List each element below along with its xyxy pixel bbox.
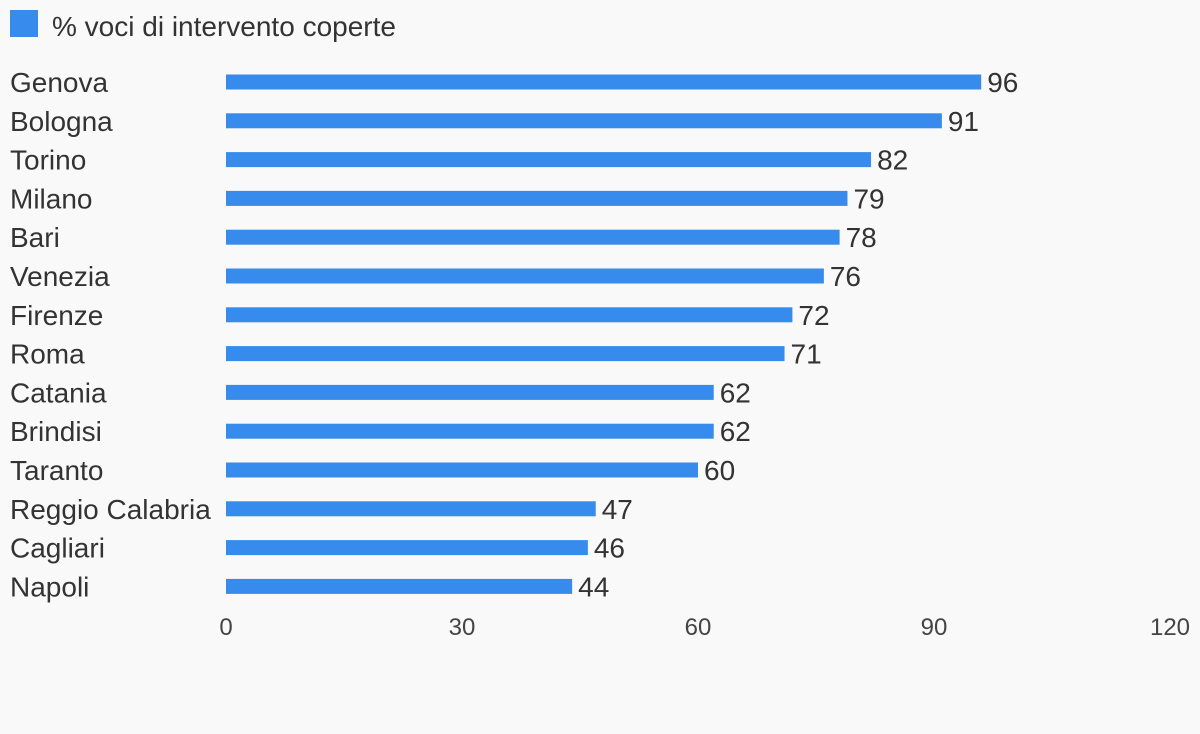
legend-label: % voci di intervento coperte [52, 11, 396, 42]
bar [226, 462, 698, 478]
bar [226, 384, 714, 400]
value-label: 46 [594, 533, 625, 564]
value-label: 82 [877, 145, 908, 176]
x-tick-label: 90 [921, 614, 948, 641]
value-label: 60 [704, 455, 735, 486]
category-labels: Genova Bologna Torino Milano Bari Venezia Fire… [10, 67, 211, 602]
value-label: 78 [846, 222, 877, 253]
category-label: Taranto [10, 455, 103, 486]
category-label: Venezia [10, 261, 110, 292]
x-tick-label: 60 [685, 614, 712, 641]
legend-swatch [10, 10, 38, 37]
bar [226, 540, 588, 556]
bar [226, 346, 785, 362]
value-label: 47 [602, 494, 633, 525]
category-label: Brindisi [10, 416, 102, 447]
bar [226, 423, 714, 439]
bar [226, 268, 824, 284]
value-label: 72 [798, 300, 829, 331]
bar [226, 152, 872, 168]
category-label: Firenze [10, 300, 103, 331]
category-label: Torino [10, 145, 86, 176]
bar [226, 113, 942, 129]
category-label: Bologna [10, 106, 113, 137]
bar [226, 578, 573, 594]
bar [226, 501, 596, 517]
category-label: Milano [10, 183, 92, 214]
category-label: Reggio Calabria [10, 494, 211, 525]
bar [226, 74, 982, 90]
x-tick-label: 120 [1150, 614, 1190, 641]
category-label: Bari [10, 222, 60, 253]
category-label: Cagliari [10, 533, 105, 564]
bar [226, 190, 848, 206]
x-axis-ticks: 0 30 60 90 120 [219, 614, 1190, 641]
category-label: Napoli [10, 571, 89, 602]
category-label: Catania [10, 377, 107, 408]
value-label: 79 [853, 183, 884, 214]
x-tick-label: 30 [449, 614, 476, 641]
value-label: 62 [720, 377, 751, 408]
value-label: 44 [578, 571, 609, 602]
value-label: 62 [720, 416, 751, 447]
bar [226, 229, 840, 245]
chart-legend: % voci di intervento coperte [10, 10, 396, 42]
category-label: Roma [10, 339, 85, 370]
bars [226, 74, 982, 594]
x-tick-label: 0 [219, 614, 232, 641]
category-label: Genova [10, 67, 108, 98]
value-label: 71 [791, 339, 822, 370]
value-label: 76 [830, 261, 861, 292]
value-label: 91 [948, 106, 979, 137]
bar [226, 307, 793, 323]
value-label: 96 [987, 67, 1018, 98]
